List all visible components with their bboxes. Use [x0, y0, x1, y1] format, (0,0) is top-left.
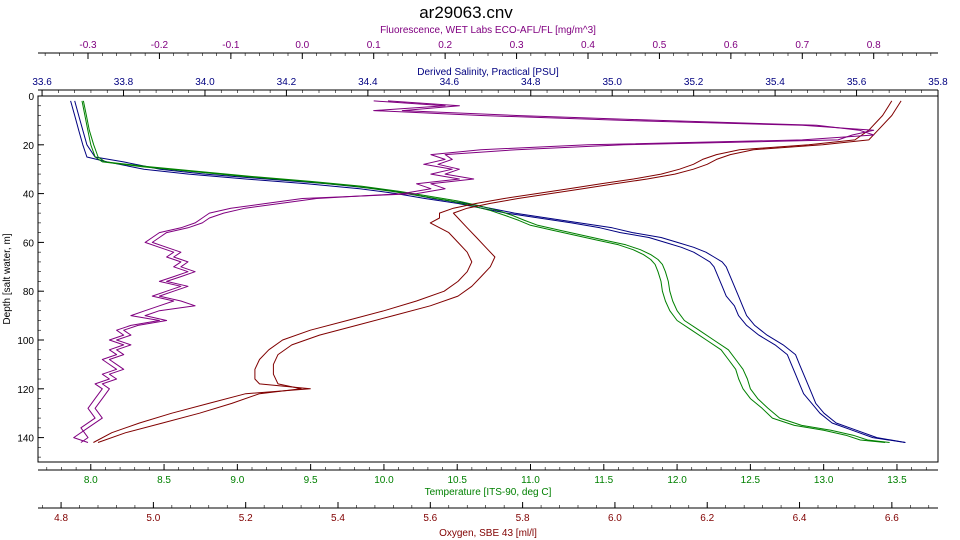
temperature-axis-label: Temperature [ITS-90, deg C] — [425, 487, 552, 498]
oxygen-axis: 4.8 5.0 5.2 5.4 5.6 5.8 6.0 6.2 6.4 6.6 Oxygen, SB… — [38, 502, 938, 539]
y-axis-label: Depth [salt water, m] — [2, 233, 13, 324]
depth-tick-label: 0 — [28, 92, 34, 103]
oxygen-axis-label: Oxygen, SBE 43 [ml/l] — [439, 528, 537, 539]
temperature-tick-label: 13.0 — [814, 475, 834, 486]
temperature-tick-label: 9.0 — [230, 475, 244, 486]
fluorescence-tick-label: 0.5 — [652, 40, 666, 51]
oxygen-tick-label: 5.4 — [331, 513, 345, 524]
salinity-tick-label: 34.0 — [195, 77, 215, 88]
salinity-tick-label: 35.2 — [684, 77, 704, 88]
axes: -0.3 -0.2 -0.1 0.0 0.1 0.2 0.3 0.4 0.5 0.6 0.7 0.8 F… — [17, 25, 948, 539]
temperature-tick-label: 9.5 — [304, 475, 318, 486]
depth-tick-label: 80 — [23, 287, 35, 298]
temperature-tick-label: 12.5 — [741, 475, 761, 486]
fluorescence-profile-line-8 — [73, 100, 875, 443]
depth-tick-label: 20 — [23, 141, 35, 152]
salinity-tick-label: 35.4 — [765, 77, 785, 88]
temperature-tick-label: 12.0 — [667, 475, 687, 486]
oxygen-tick-label: 6.6 — [885, 513, 899, 524]
temperature-tick-label: 13.5 — [887, 475, 907, 486]
oxygen-tick-label: 6.0 — [608, 513, 622, 524]
salinity-tick-label: 34.4 — [358, 77, 378, 88]
depth-tick-label: 60 — [23, 238, 35, 249]
oxygen-profile-line-5 — [97, 100, 902, 443]
oxygen-tick-label: 5.8 — [516, 513, 530, 524]
oxygen-tick-label: 5.2 — [239, 513, 253, 524]
temperature-axis: 8.0 8.5 9.0 9.5 10.0 10.5 11.0 11.5 12.0 12.5 13.0… — [38, 464, 938, 498]
depth-tick-label: 140 — [17, 434, 34, 445]
salinity-profile-line-2 — [70, 100, 906, 443]
salinity-profile-line-1 — [74, 100, 906, 443]
fluorescence-tick-label: 0.6 — [724, 40, 738, 51]
oxygen-tick-label: 6.4 — [793, 513, 807, 524]
depth-tick-label: 120 — [17, 385, 34, 396]
fluorescence-tick-label: 0.2 — [438, 40, 452, 51]
salinity-axis: 33.6 33.8 34.0 34.2 34.4 34.6 34.8 35.0 35.2 35.4… — [32, 67, 948, 96]
temperature-tick-label: 10.0 — [374, 475, 394, 486]
fluorescence-tick-label: 0.1 — [367, 40, 381, 51]
fluorescence-tick-label: 0.3 — [510, 40, 524, 51]
oxygen-tick-label: 5.6 — [423, 513, 437, 524]
salinity-axis-label: Derived Salinity, Practical [PSU] — [417, 67, 559, 78]
fluorescence-axis: -0.3 -0.2 -0.1 0.0 0.1 0.2 0.3 0.4 0.5 0.6 0.7 0.8 F… — [38, 25, 938, 59]
fluorescence-tick-label: 0.8 — [867, 40, 881, 51]
salinity-tick-label: 33.8 — [114, 77, 134, 88]
salinity-tick-label: 34.2 — [277, 77, 297, 88]
fluorescence-profile-line-7 — [80, 100, 875, 443]
salinity-tick-label: 35.8 — [928, 77, 948, 88]
depth-tick-label: 40 — [23, 190, 35, 201]
temperature-tick-label: 8.0 — [84, 475, 98, 486]
salinity-tick-label: 35.6 — [847, 77, 867, 88]
series-group — [70, 100, 906, 443]
temperature-profile-line-3 — [82, 100, 890, 443]
temperature-tick-label: 11.5 — [594, 475, 613, 486]
temperature-tick-label: 8.5 — [157, 475, 171, 486]
chart-title: ar29063.cnv — [419, 3, 513, 22]
fluorescence-tick-label: 0.0 — [295, 40, 309, 51]
temperature-tick-label: 10.5 — [447, 475, 467, 486]
oxygen-profile-line-6 — [93, 100, 893, 443]
temperature-profile-line-4 — [81, 100, 886, 443]
oxygen-tick-label: 4.8 — [54, 513, 68, 524]
fluorescence-tick-label: -0.2 — [151, 40, 169, 51]
plot-frame — [37, 95, 939, 463]
fluorescence-tick-label: 0.4 — [581, 40, 595, 51]
fluorescence-tick-label: -0.1 — [222, 40, 240, 51]
oxygen-tick-label: 6.2 — [700, 513, 714, 524]
fluorescence-tick-label: 0.7 — [795, 40, 809, 51]
salinity-tick-label: 35.0 — [602, 77, 622, 88]
salinity-tick-label: 34.6 — [440, 77, 460, 88]
temperature-tick-label: 11.0 — [521, 475, 540, 486]
salinity-tick-label: 34.8 — [521, 77, 541, 88]
fluorescence-axis-label: Fluorescence, WET Labs ECO-AFL/FL [mg/m^… — [380, 25, 596, 36]
depth-tick-label: 100 — [17, 336, 34, 347]
fluorescence-tick-label: -0.3 — [79, 40, 97, 51]
oxygen-tick-label: 5.0 — [146, 513, 160, 524]
salinity-tick-label: 33.6 — [32, 77, 52, 88]
depth-axis: 0 20 40 60 80 100 120 140 — [17, 92, 44, 458]
